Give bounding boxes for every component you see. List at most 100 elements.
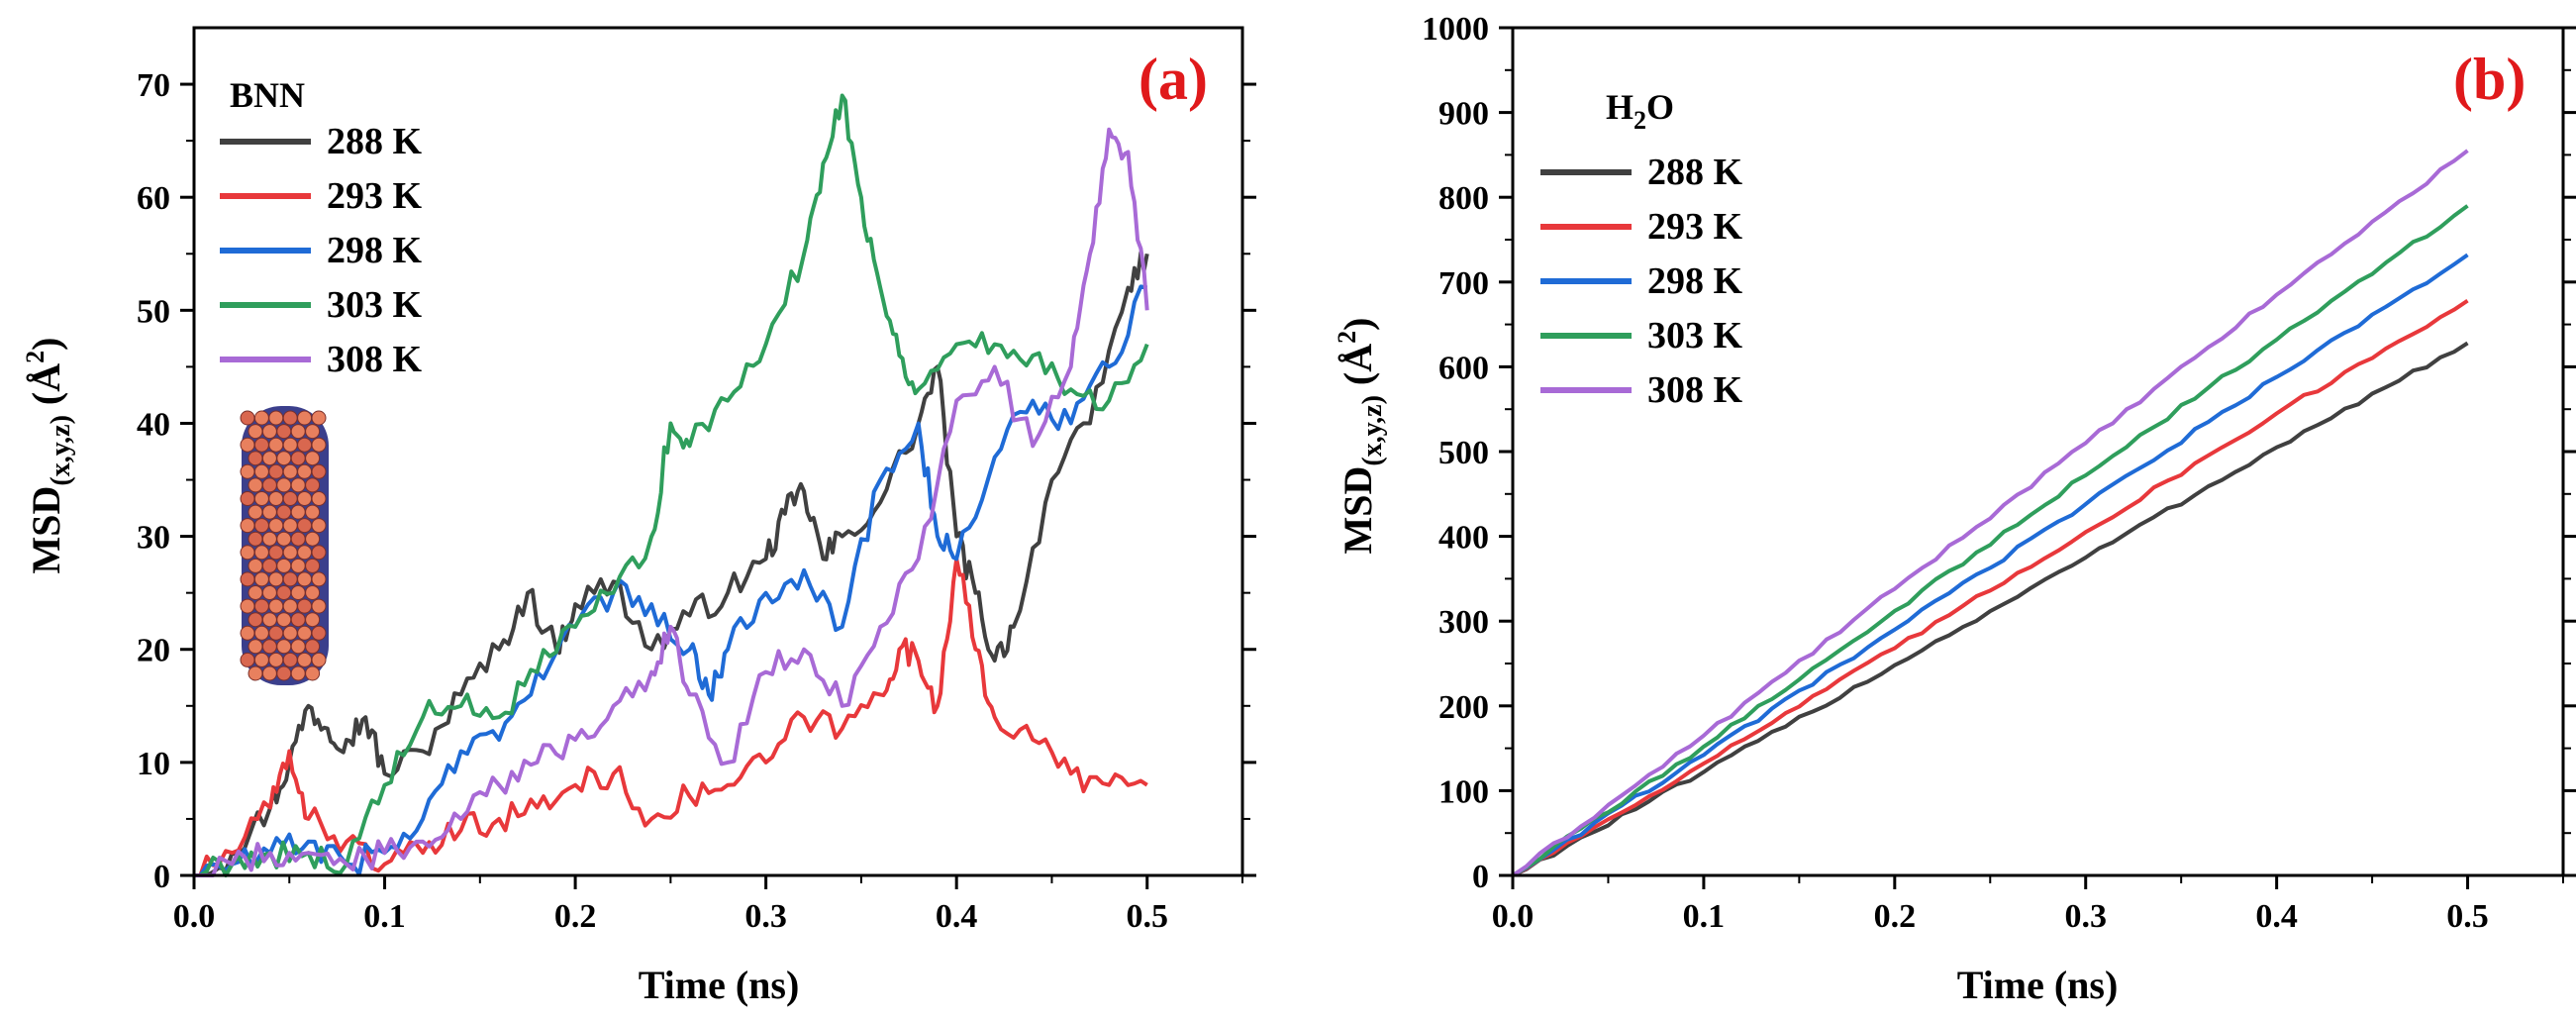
nanotube-atom bbox=[305, 612, 321, 628]
nanotube-atom bbox=[311, 437, 327, 453]
x-tick-label: 0.3 bbox=[2064, 898, 2107, 935]
series-line-308k bbox=[194, 127, 1149, 877]
nanotube-atom bbox=[290, 639, 306, 655]
nanotube-atom bbox=[248, 665, 263, 681]
nanotube-atom bbox=[290, 424, 306, 440]
nanotube-atom bbox=[276, 612, 292, 628]
y-tick-label: 0 bbox=[1472, 859, 1489, 895]
nanotube-atom bbox=[248, 424, 263, 440]
x-tick-label: 0.3 bbox=[744, 898, 787, 935]
nanotube-atom bbox=[253, 518, 269, 534]
y-tick-label: 300 bbox=[1438, 604, 1489, 641]
nanotube-atom bbox=[290, 558, 306, 573]
panel-b-legend: 288 K 293 K 298 K 303 K 308 K bbox=[1540, 152, 1743, 411]
nanotube-atom bbox=[268, 437, 284, 453]
nanotube-atom bbox=[311, 652, 327, 667]
nanotube-atom bbox=[240, 545, 255, 561]
nanotube-atom bbox=[290, 504, 306, 520]
nanotube-atom bbox=[261, 585, 277, 600]
nanotube-atom bbox=[276, 477, 292, 493]
nanotube-atom bbox=[268, 518, 284, 534]
nanotube-atom bbox=[248, 558, 263, 573]
series-line-298k bbox=[1512, 253, 2469, 877]
nanotube-atom bbox=[305, 451, 321, 466]
nanotube-atom bbox=[248, 451, 263, 466]
nanotube-atom bbox=[253, 491, 269, 506]
panel-b-tag: (b) bbox=[2453, 47, 2526, 112]
series-line-303k bbox=[1511, 204, 2469, 877]
x-tick-label: 0.1 bbox=[1683, 898, 1726, 935]
panel-a-x-axis-title: Time (ns) bbox=[639, 963, 800, 1007]
panel-b-legend-title: H2O bbox=[1606, 87, 1674, 135]
y-tick-label: 700 bbox=[1438, 265, 1489, 302]
x-tick-label: 0.2 bbox=[1874, 898, 1917, 935]
nanotube-atom bbox=[305, 477, 321, 493]
panel-a-series bbox=[194, 93, 1149, 877]
nanotube-atom bbox=[305, 558, 321, 573]
nanotube-atom bbox=[240, 518, 255, 534]
panel-a-legend: 288 K 293 K 298 K 303 K 308 K bbox=[220, 121, 423, 380]
nanotube-atom bbox=[282, 652, 298, 667]
panel-a-ticks: 0.0 0.1 0.2 0.3 0.4 0.5 0 10 20 30 40 50 60 70 bbox=[137, 67, 1256, 935]
nanotube-atom bbox=[253, 437, 269, 453]
panel-b-y-axis-title: MSD(x,y,z) (Å2) bbox=[1333, 318, 1388, 555]
x-tick-label: 0.1 bbox=[363, 898, 406, 935]
nanotube-atom bbox=[305, 504, 321, 520]
nanotube-atom bbox=[282, 491, 298, 506]
nanotube-atom bbox=[240, 598, 255, 614]
nanotube-atom bbox=[248, 639, 263, 655]
nanotube-atom bbox=[276, 531, 292, 547]
nanotube-atom bbox=[268, 463, 284, 479]
y-tick-label: 10 bbox=[137, 746, 170, 782]
nanotube-atom bbox=[311, 625, 327, 641]
nanotube-atom bbox=[240, 571, 255, 587]
y-tick-label: 500 bbox=[1438, 435, 1489, 471]
nanotube-atom bbox=[261, 531, 277, 547]
x-tick-label: 0.0 bbox=[173, 898, 216, 935]
nanotube-atom bbox=[253, 571, 269, 587]
nanotube-atom bbox=[240, 652, 255, 667]
nanotube-atom bbox=[305, 665, 321, 681]
nanotube-atom bbox=[240, 625, 255, 641]
nanotube-atom bbox=[248, 531, 263, 547]
panel-a: 0.0 0.1 0.2 0.3 0.4 0.5 0 10 20 30 40 50 60 70 (a) BN… bbox=[21, 26, 1256, 1007]
legend-label: 293 K bbox=[1647, 206, 1743, 248]
nanotube-atom bbox=[253, 598, 269, 614]
series-line-293k bbox=[1512, 298, 2469, 877]
nanotube-atom bbox=[297, 652, 313, 667]
panel-b: 0.0 0.1 0.2 0.3 0.4 0.5 0 100 200 300 400 500 600 700… bbox=[1333, 11, 2576, 1007]
nanotube-atom bbox=[297, 437, 313, 453]
nanotube-atom bbox=[311, 410, 327, 426]
nanotube-atom bbox=[268, 410, 284, 426]
legend-label: 288 K bbox=[1647, 152, 1743, 193]
nanotube-atom bbox=[305, 639, 321, 655]
panel-a-tag: (a) bbox=[1139, 47, 1208, 112]
y-tick-label: 900 bbox=[1438, 96, 1489, 133]
nanotube-atom bbox=[297, 518, 313, 534]
nanotube-atom bbox=[276, 424, 292, 440]
legend-label: 303 K bbox=[327, 284, 423, 326]
x-tick-label: 0.5 bbox=[2446, 898, 2489, 935]
nanotube-atom bbox=[261, 424, 277, 440]
y-tick-label: 20 bbox=[137, 633, 170, 669]
series-line-308k bbox=[1511, 149, 2469, 877]
panel-b-x-axis-title: Time (ns) bbox=[1957, 963, 2119, 1007]
series-line-298k bbox=[194, 284, 1148, 877]
nanotube-atom bbox=[261, 477, 277, 493]
legend-label: 308 K bbox=[327, 339, 423, 380]
nanotube-atom bbox=[282, 625, 298, 641]
nanotube-atom bbox=[297, 625, 313, 641]
nanotube-atom bbox=[311, 545, 327, 561]
nanotube-atom bbox=[290, 531, 306, 547]
nanotube-atom bbox=[253, 410, 269, 426]
nanotube-atom bbox=[290, 477, 306, 493]
nanotube-atom bbox=[253, 463, 269, 479]
y-tick-label: 600 bbox=[1438, 350, 1489, 386]
nanotube-atom bbox=[305, 531, 321, 547]
nanotube-atom bbox=[261, 451, 277, 466]
nanotube-atom bbox=[261, 639, 277, 655]
x-tick-label: 0.2 bbox=[554, 898, 597, 935]
x-tick-label: 0.4 bbox=[2255, 898, 2298, 935]
nanotube-atom bbox=[297, 463, 313, 479]
